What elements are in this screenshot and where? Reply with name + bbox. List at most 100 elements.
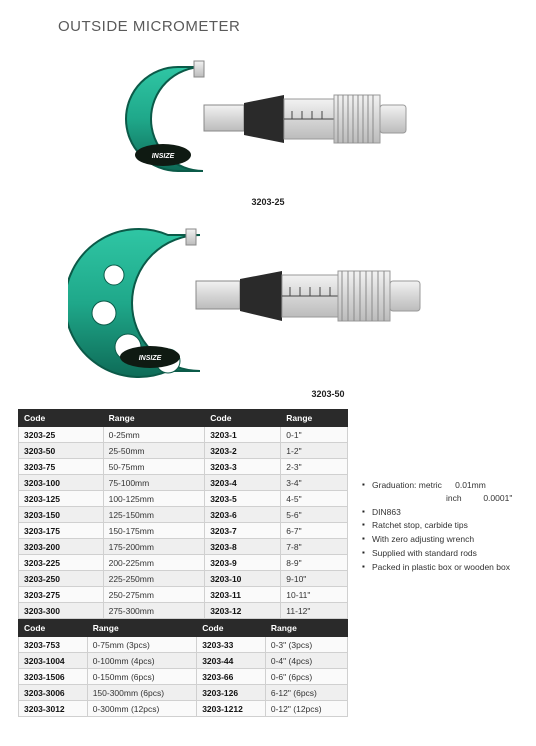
micrometer-1-svg: INSIZE	[108, 45, 428, 195]
cell-code: 3203-7	[205, 523, 281, 539]
spec-table-2: Code Range Code Range 3203-7530-75mm (3p…	[18, 619, 348, 717]
cell-range: 7-8"	[281, 539, 348, 555]
table-row: 3203-300275-300mm3203-1211-12"	[19, 603, 348, 619]
cell-range: 75-100mm	[103, 475, 205, 491]
cell-code: 3203-4	[205, 475, 281, 491]
table-row: 3203-125100-125mm3203-54-5"	[19, 491, 348, 507]
t1-h3: Range	[281, 410, 348, 427]
cell-code: 3203-8	[205, 539, 281, 555]
cell-code: 3203-126	[197, 685, 266, 701]
cell-range: 6-7"	[281, 523, 348, 539]
product-2-caption: 3203-50	[138, 389, 518, 399]
grad-line2: inch 0.0001"	[372, 493, 512, 503]
cell-code: 3203-1506	[19, 669, 88, 685]
cell-range: 175-200mm	[103, 539, 205, 555]
cell-code: 3203-150	[19, 507, 104, 523]
cell-code: 3203-66	[197, 669, 266, 685]
cell-range: 0-4" (4pcs)	[265, 653, 347, 669]
cell-range: 0-1"	[281, 427, 348, 443]
cell-range: 25-50mm	[103, 443, 205, 459]
cell-code: 3203-275	[19, 587, 104, 603]
feature-list: Graduation: metric 0.01mm inch 0.0001" D…	[362, 409, 518, 574]
table-row: 3203-7530-75mm (3pcs)3203-330-3" (3pcs)	[19, 637, 348, 653]
t1-h2: Code	[205, 410, 281, 427]
svg-text:INSIZE: INSIZE	[139, 355, 162, 362]
table-row: 3203-175150-175mm3203-76-7"	[19, 523, 348, 539]
cell-code: 3203-1004	[19, 653, 88, 669]
cell-code: 3203-5	[205, 491, 281, 507]
cell-range: 11-12"	[281, 603, 348, 619]
feature-item: Supplied with standard rods	[362, 547, 518, 560]
cell-range: 0-12" (12pcs)	[265, 701, 347, 717]
cell-range: 0-150mm (6pcs)	[87, 669, 197, 685]
table-row: 3203-3006150-300mm (6pcs)3203-1266-12" (…	[19, 685, 348, 701]
cell-range: 100-125mm	[103, 491, 205, 507]
feature-item: With zero adjusting wrench	[362, 533, 518, 546]
cell-code: 3203-12	[205, 603, 281, 619]
cell-range: 4-5"	[281, 491, 348, 507]
cell-code: 3203-3006	[19, 685, 88, 701]
cell-range: 275-300mm	[103, 603, 205, 619]
cell-code: 3203-125	[19, 491, 104, 507]
cell-range: 0-75mm (3pcs)	[87, 637, 197, 653]
cell-range: 0-100mm (4pcs)	[87, 653, 197, 669]
cell-code: 3203-200	[19, 539, 104, 555]
cell-range: 0-25mm	[103, 427, 205, 443]
cell-code: 3203-9	[205, 555, 281, 571]
cell-code: 3203-44	[197, 653, 266, 669]
cell-range: 125-150mm	[103, 507, 205, 523]
cell-code: 3203-11	[205, 587, 281, 603]
cell-code: 3203-25	[19, 427, 104, 443]
cell-code: 3203-75	[19, 459, 104, 475]
table-row: 3203-250-25mm3203-10-1"	[19, 427, 348, 443]
cell-range: 250-275mm	[103, 587, 205, 603]
cell-code: 3203-6	[205, 507, 281, 523]
cell-code: 3203-3012	[19, 701, 88, 717]
cell-code: 3203-1212	[197, 701, 266, 717]
cell-range: 6-12" (6pcs)	[265, 685, 347, 701]
product-1-caption: 3203-25	[18, 197, 518, 207]
t1-h1: Range	[103, 410, 205, 427]
table-row: 3203-10075-100mm3203-43-4"	[19, 475, 348, 491]
cell-code: 3203-753	[19, 637, 88, 653]
cell-range: 0-300mm (12pcs)	[87, 701, 197, 717]
feature-graduation: Graduation: metric 0.01mm inch 0.0001"	[362, 479, 518, 505]
table-row: 3203-250225-250mm3203-109-10"	[19, 571, 348, 587]
lower-section: Code Range Code Range 3203-250-25mm3203-…	[18, 409, 518, 717]
cell-code: 3203-250	[19, 571, 104, 587]
product-image-2: INSIZE	[18, 217, 518, 387]
feature-item: Ratchet stop, carbide tips	[362, 519, 518, 532]
cell-code: 3203-300	[19, 603, 104, 619]
table-row: 3203-200175-200mm3203-87-8"	[19, 539, 348, 555]
cell-range: 200-225mm	[103, 555, 205, 571]
cell-range: 10-11"	[281, 587, 348, 603]
page: OUTSIDE MICROMETER	[0, 0, 536, 735]
micrometer-2-svg: INSIZE	[68, 217, 468, 387]
t2-h2: Code	[197, 620, 266, 637]
cell-code: 3203-100	[19, 475, 104, 491]
feature-item: Packed in plastic box or wooden box	[362, 561, 518, 574]
table-row: 3203-7550-75mm3203-32-3"	[19, 459, 348, 475]
table-row: 3203-5025-50mm3203-21-2"	[19, 443, 348, 459]
table-row: 3203-15060-150mm (6pcs)3203-660-6" (6pcs…	[19, 669, 348, 685]
t2-h1: Range	[87, 620, 197, 637]
cell-code: 3203-175	[19, 523, 104, 539]
cell-range: 0-6" (6pcs)	[265, 669, 347, 685]
cell-range: 3-4"	[281, 475, 348, 491]
tables-wrap: Code Range Code Range 3203-250-25mm3203-…	[18, 409, 348, 717]
t2-h3: Range	[265, 620, 347, 637]
cell-code: 3203-50	[19, 443, 104, 459]
feature-item: DIN863	[362, 506, 518, 519]
cell-code: 3203-225	[19, 555, 104, 571]
cell-range: 150-175mm	[103, 523, 205, 539]
cell-range: 2-3"	[281, 459, 348, 475]
cell-range: 0-3" (3pcs)	[265, 637, 347, 653]
grad-line1: Graduation: metric 0.01mm	[372, 479, 486, 492]
cell-range: 8-9"	[281, 555, 348, 571]
table-row: 3203-10040-100mm (4pcs)3203-440-4" (4pcs…	[19, 653, 348, 669]
cell-range: 150-300mm (6pcs)	[87, 685, 197, 701]
table-row: 3203-30120-300mm (12pcs)3203-12120-12" (…	[19, 701, 348, 717]
page-title: OUTSIDE MICROMETER	[58, 18, 518, 35]
spec-table-1: Code Range Code Range 3203-250-25mm3203-…	[18, 409, 348, 619]
cell-range: 5-6"	[281, 507, 348, 523]
